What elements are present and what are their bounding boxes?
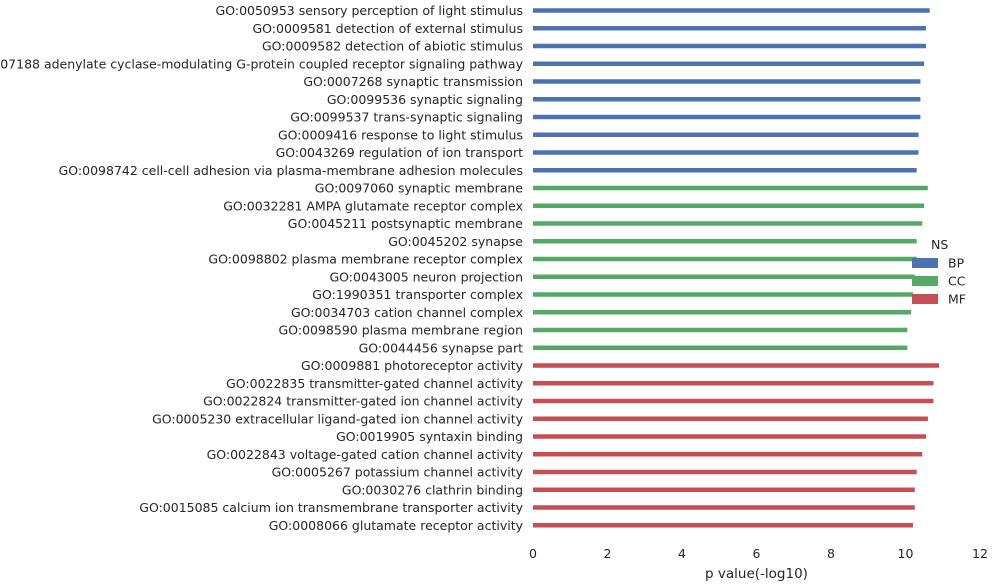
legend-swatch-mf: [912, 294, 938, 304]
category-label-20: GO:0044456 synapse part: [359, 340, 523, 355]
bar-4: [533, 61, 925, 66]
category-label-30: GO:0008066 glutamate receptor activity: [269, 518, 524, 533]
category-label-18: GO:0034703 cation channel complex: [291, 305, 523, 320]
category-label-24: GO:0005230 extracellular ligand-gated io…: [152, 411, 524, 426]
category-label-25: GO:0019905 syntaxin binding: [336, 429, 523, 444]
bar-23: [533, 398, 934, 404]
bar-6: [533, 97, 921, 102]
x-tick-label-4: 4: [678, 546, 686, 561]
legend-label-mf: MF: [948, 292, 966, 307]
bars: [533, 8, 940, 528]
bar-18: [533, 310, 912, 315]
bar-24: [533, 416, 928, 421]
bar-25: [533, 434, 926, 439]
bar-12: [533, 203, 925, 208]
bar-27: [533, 469, 917, 475]
x-tick-label-12: 12: [972, 546, 988, 561]
legend-swatch-cc: [912, 276, 938, 286]
bar-13: [533, 221, 923, 226]
x-tick-label-2: 2: [604, 546, 612, 561]
bar-2: [533, 26, 926, 31]
legend-title: NS: [931, 237, 948, 252]
category-label-29: GO:0015085 calcium ion transmembrane tra…: [139, 500, 523, 515]
category-label-21: GO:0009881 photoreceptor activity: [301, 358, 524, 373]
category-label-26: GO:0022843 voltage-gated cation channel …: [207, 447, 524, 462]
category-label-6: GO:0099536 synaptic signaling: [327, 92, 523, 107]
bar-9: [533, 150, 919, 155]
bar-15: [533, 256, 917, 262]
bar-20: [533, 345, 908, 350]
bar-3: [533, 43, 926, 49]
category-label-2: GO:0009581 detection of external stimulu…: [253, 21, 524, 36]
bar-16: [533, 274, 915, 279]
category-label-14: GO:0045202 synapse: [388, 234, 523, 249]
x-tick-label-6: 6: [753, 546, 761, 561]
bar-28: [533, 487, 915, 492]
bar-26: [533, 452, 923, 457]
category-label-28: GO:0030276 clathrin binding: [342, 482, 523, 497]
x-axis-title: p value(-log10): [705, 566, 808, 582]
bar-30: [533, 523, 913, 528]
bar-17: [533, 292, 913, 297]
bar-5: [533, 79, 921, 84]
legend-swatch-bp: [912, 258, 938, 268]
legend-label-bp: BP: [948, 256, 965, 271]
category-label-7: GO:0099537 trans-synaptic signaling: [290, 110, 523, 125]
bar-8: [533, 132, 919, 137]
x-axis: 0 2 4 6 8 10 12: [529, 546, 988, 561]
category-label-19: GO:0098590 plasma membrane region: [279, 323, 523, 338]
category-label-16: GO:0043005 neuron projection: [329, 269, 523, 284]
bar-14: [533, 239, 917, 244]
category-label-9: GO:0043269 regulation of ion transport: [276, 145, 524, 160]
category-label-4: GO:0007188 adenylate cyclase-modulating …: [0, 56, 524, 71]
category-label-1: GO:0050953 sensory perception of light s…: [216, 3, 523, 18]
bar-7: [533, 114, 921, 120]
bar-22: [533, 381, 934, 386]
bar-1: [533, 8, 930, 13]
category-label-3: GO:0009582 detection of abiotic stimulus: [262, 39, 523, 54]
category-label-23: GO:0022824 transmitter-gated ion channel…: [203, 394, 524, 409]
category-label-5: GO:0007268 synaptic transmission: [303, 74, 523, 89]
bar-21: [533, 363, 940, 368]
category-label-11: GO:0097060 synaptic membrane: [315, 181, 524, 196]
category-label-8: GO:0009416 response to light stimulus: [278, 127, 523, 142]
category-label-12: GO:0032281 AMPA glutamate receptor compl…: [223, 198, 523, 213]
category-label-13: GO:0045211 postsynaptic membrane: [288, 216, 524, 231]
legend-label-cc: CC: [948, 274, 966, 289]
category-label-22: GO:0022835 transmitter-gated channel act…: [226, 376, 523, 391]
bar-19: [533, 327, 908, 333]
category-label-10: GO:0098742 cell-cell adhesion via plasma…: [59, 163, 523, 178]
bar-11: [533, 185, 928, 191]
x-tick-label-10: 10: [898, 546, 914, 561]
x-tick-label-0: 0: [529, 546, 537, 561]
bar-29: [533, 505, 915, 510]
category-label-17: GO:1990351 transporter complex: [312, 287, 523, 302]
x-tick-label-8: 8: [827, 546, 835, 561]
category-label-15: GO:0098802 plasma membrane receptor comp…: [208, 252, 523, 267]
bar-10: [533, 168, 917, 173]
category-label-27: GO:0005267 potassium channel activity: [272, 465, 524, 480]
category-labels: GO:0050953 sensory perception of light s…: [0, 3, 524, 533]
